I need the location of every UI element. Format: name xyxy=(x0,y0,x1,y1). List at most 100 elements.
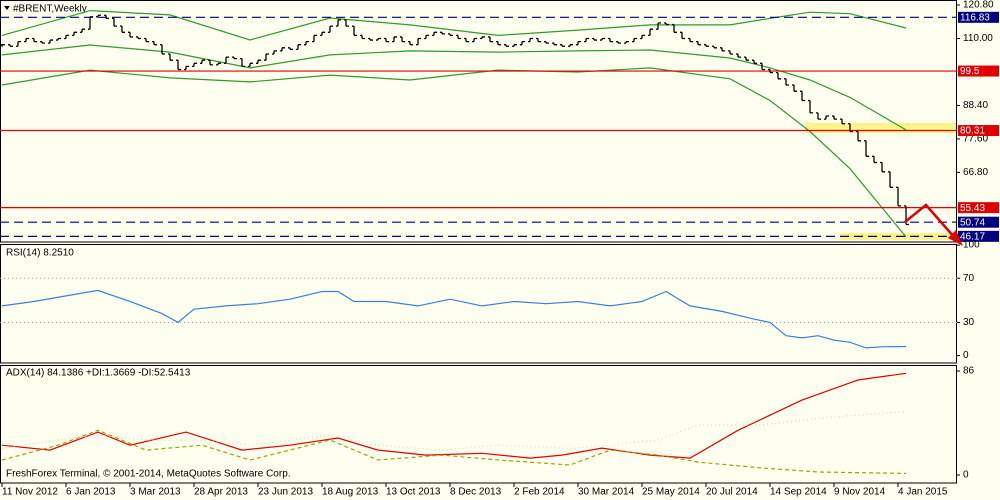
price-bar xyxy=(776,71,781,80)
price-bar xyxy=(0,44,5,47)
price-bar xyxy=(720,47,725,52)
rsi-panel-border xyxy=(0,244,957,364)
main-panel-border xyxy=(0,0,957,243)
price-bar xyxy=(656,22,661,30)
price-bar xyxy=(192,62,197,68)
price-bar xyxy=(520,40,525,46)
adx-title: ADX(14) 84.1386 +DI:1.3669 -DI:52.5413 xyxy=(6,368,191,379)
price-bar xyxy=(176,59,181,71)
price-bar xyxy=(736,53,741,58)
price-bar xyxy=(360,34,365,40)
price-bar xyxy=(896,186,901,207)
bollinger-upper xyxy=(1,9,907,41)
price-bar xyxy=(480,36,485,40)
price-bar xyxy=(808,99,813,114)
price-bar xyxy=(856,130,861,142)
y-tick-label: 86 xyxy=(963,366,975,377)
price-bar xyxy=(368,37,373,41)
price-bar xyxy=(376,37,381,41)
y-tick-label: 120.80 xyxy=(963,0,994,11)
price-bar xyxy=(824,115,829,120)
x-tick-label: 23 Jun 2013 xyxy=(258,487,313,498)
price-bar xyxy=(448,33,453,37)
level-label: 116.83 xyxy=(960,12,990,23)
price-bar xyxy=(232,56,237,60)
price-bar xyxy=(240,57,245,68)
price-bar xyxy=(640,34,645,40)
price-bar xyxy=(528,37,533,43)
price-bar xyxy=(304,40,309,46)
y-tick-label: 30 xyxy=(963,317,975,328)
price-bar xyxy=(600,37,605,41)
x-tick-label: 25 May 2014 xyxy=(642,487,700,498)
price-bar xyxy=(440,31,445,35)
price-bar xyxy=(32,37,37,43)
price-bar xyxy=(760,62,765,71)
price-bar xyxy=(208,59,213,66)
price-bar xyxy=(160,44,165,55)
y-tick-label: 77.60 xyxy=(963,134,988,145)
price-bar xyxy=(256,59,261,64)
price-bar xyxy=(184,65,189,71)
level-label-box xyxy=(958,216,999,228)
price-bar xyxy=(848,123,853,133)
chart-title: #BRENT,Weekly xyxy=(13,4,87,15)
level-label-box xyxy=(958,202,999,214)
y-tick-label: 70 xyxy=(963,273,975,284)
price-bar xyxy=(280,47,285,52)
price-bar xyxy=(544,40,549,44)
bollinger-middle xyxy=(1,44,907,131)
price-bar xyxy=(312,34,317,43)
price-bar xyxy=(200,59,205,64)
price-bar xyxy=(512,44,517,47)
price-bar xyxy=(16,40,21,47)
price-bar xyxy=(744,56,749,61)
price-bar xyxy=(416,37,421,46)
price-bar xyxy=(272,50,277,55)
level-label: 46.17 xyxy=(960,231,985,242)
price-bar xyxy=(632,37,637,43)
price-bar xyxy=(728,50,733,55)
price-bar xyxy=(832,115,837,120)
x-tick-label: 3 Mar 2013 xyxy=(130,487,181,498)
price-bar xyxy=(344,19,349,27)
rsi-title: RSI(14) 8.2510 xyxy=(6,248,74,259)
price-bar xyxy=(352,25,357,37)
x-tick-label: 2 Feb 2014 xyxy=(514,487,565,498)
y-tick-label: 0 xyxy=(963,470,969,481)
price-bar xyxy=(880,161,885,173)
y-tick-label: 100 xyxy=(963,240,980,251)
price-bar xyxy=(408,40,413,46)
price-bar xyxy=(424,34,429,40)
price-bar xyxy=(456,34,461,40)
price-bar xyxy=(680,31,685,40)
y-tick-label: 66.80 xyxy=(963,167,988,178)
indicator-line xyxy=(1,372,907,459)
price-bar xyxy=(40,40,45,44)
price-bar xyxy=(152,40,157,46)
price-bar xyxy=(288,47,293,50)
price-bar xyxy=(168,53,173,61)
price-bar xyxy=(88,16,93,30)
y-tick-label: 0 xyxy=(963,350,969,361)
price-bar xyxy=(792,84,797,92)
price-bar xyxy=(688,37,693,43)
price-bar xyxy=(648,28,653,37)
x-tick-label: 20 Jul 2014 xyxy=(706,487,758,498)
level-label-box xyxy=(958,230,999,242)
price-bar xyxy=(704,44,709,47)
price-bar xyxy=(504,44,509,47)
price-bar xyxy=(72,31,77,37)
x-tick-label: 6 Jan 2013 xyxy=(66,487,116,498)
price-bar xyxy=(496,40,501,46)
price-bar xyxy=(864,140,869,157)
price-bar xyxy=(96,14,101,18)
price-bar xyxy=(144,37,149,43)
price-bar xyxy=(224,56,229,64)
price-bar xyxy=(488,36,493,43)
price-bar xyxy=(296,44,301,50)
price-bar xyxy=(872,155,877,164)
menu-icon xyxy=(4,6,10,10)
price-bar xyxy=(56,37,61,41)
